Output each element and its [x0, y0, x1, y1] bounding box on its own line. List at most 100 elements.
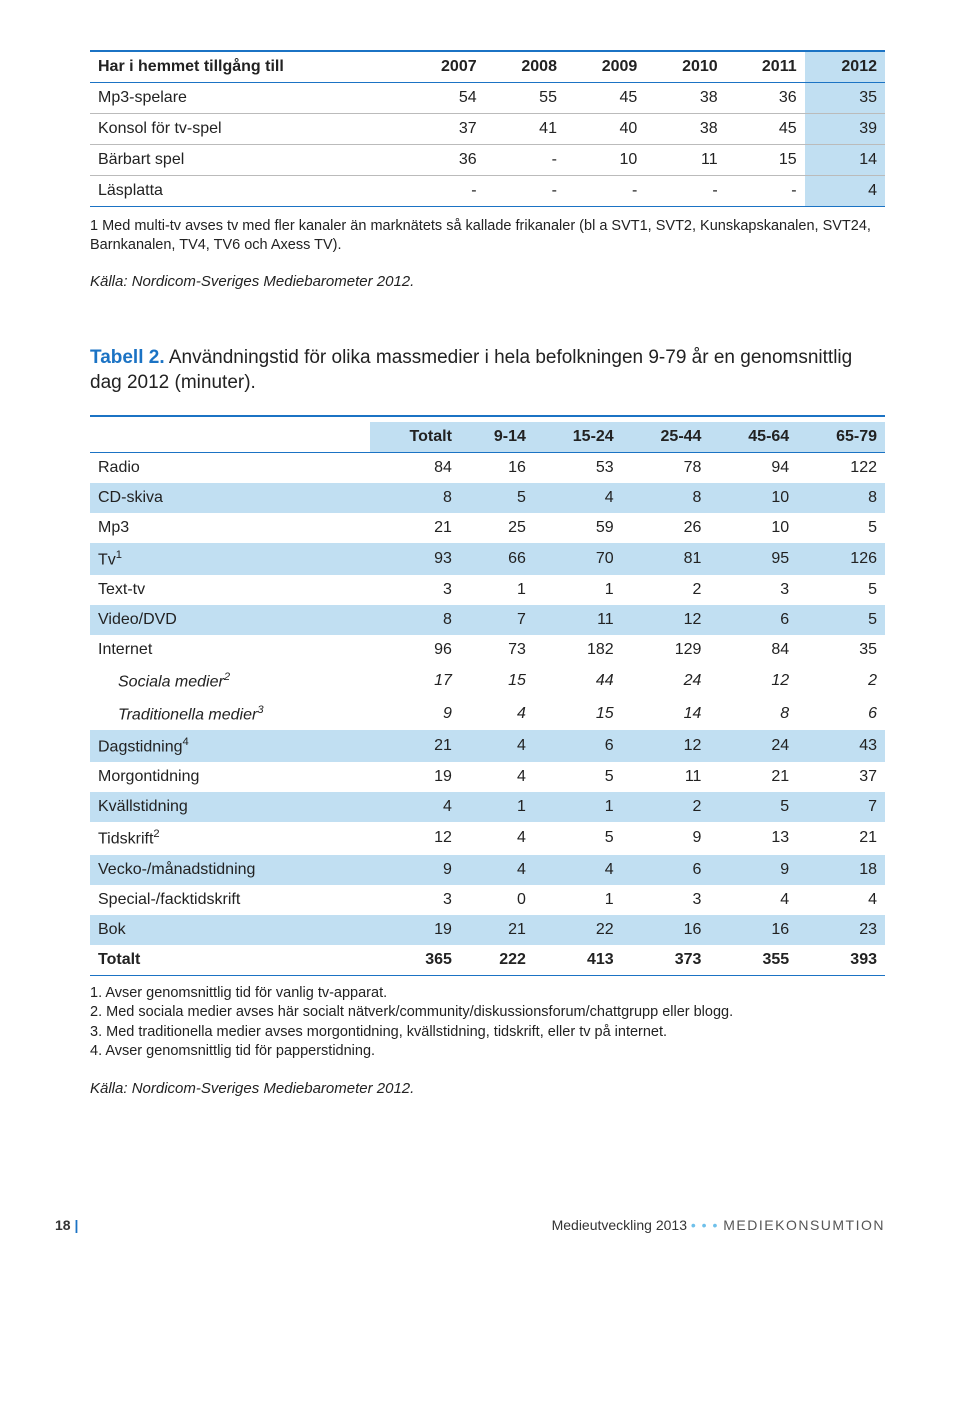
cell: 55	[485, 83, 565, 114]
table1-col-2008: 2008	[485, 51, 565, 83]
cell: 8	[370, 483, 460, 513]
cell: 3	[709, 575, 797, 605]
cell: 14	[805, 145, 885, 176]
cell: 21	[797, 822, 885, 854]
cell: -	[485, 176, 565, 207]
footnote-line: 2. Med sociala medier avses här socialt …	[90, 1003, 885, 1023]
footnote-line: 3. Med traditionella medier avses morgon…	[90, 1023, 885, 1043]
table-row: Video/DVD87111265	[90, 605, 885, 635]
table2-col-25-44: 25-44	[622, 422, 710, 453]
table1-col-2012: 2012	[805, 51, 885, 83]
cell: 26	[622, 513, 710, 543]
row-label: Video/DVD	[90, 605, 370, 635]
cell: 8	[370, 605, 460, 635]
cell: 14	[622, 698, 710, 730]
cell: 35	[797, 635, 885, 665]
cell: 93	[370, 543, 460, 575]
cell: 1	[534, 792, 622, 822]
cell: 54	[404, 83, 484, 114]
cell: 36	[404, 145, 484, 176]
table-row: Läsplatta-----4	[90, 176, 885, 207]
cell: 16	[709, 915, 797, 945]
cell: 3	[370, 575, 460, 605]
table2-col-65-79: 65-79	[797, 422, 885, 453]
cell: 11	[645, 145, 725, 176]
cell: 10	[565, 145, 645, 176]
cell: 6	[622, 855, 710, 885]
cell: 94	[709, 452, 797, 483]
cell: 40	[565, 114, 645, 145]
table2-source: Källa: Nordicom-Sveriges Mediebarometer …	[90, 1080, 885, 1097]
table2-col-totalt: Totalt	[370, 422, 460, 453]
cell: 21	[460, 915, 534, 945]
cell: 2	[622, 792, 710, 822]
row-label: Tidskrift2	[90, 822, 370, 854]
table1-footnote: 1 Med multi-tv avses tv med fler kanaler…	[90, 217, 885, 255]
cell: 1	[460, 792, 534, 822]
cell: 4	[460, 855, 534, 885]
table-row: Mp3-spelare545545383635	[90, 83, 885, 114]
cell: 12	[622, 605, 710, 635]
cell: 9	[370, 855, 460, 885]
cell: 4	[370, 792, 460, 822]
table2-header-row: Totalt 9-14 15-24 25-44 45-64 65-79	[90, 422, 885, 453]
cell: 365	[370, 945, 460, 976]
cell: -	[404, 176, 484, 207]
cell: 9	[709, 855, 797, 885]
row-label: Bärbart spel	[90, 145, 404, 176]
cell: 122	[797, 452, 885, 483]
table-row: Traditionella medier394151486	[90, 698, 885, 730]
cell: 7	[797, 792, 885, 822]
cell: 19	[370, 762, 460, 792]
cell: -	[485, 145, 565, 176]
footnote-line: 1. Avser genomsnittlig tid för vanlig tv…	[90, 984, 885, 1004]
cell: 8	[622, 483, 710, 513]
table-row: Internet96731821298435	[90, 635, 885, 665]
table1-col-2009: 2009	[565, 51, 645, 83]
cell: 73	[460, 635, 534, 665]
table-usage-time: Totalt 9-14 15-24 25-44 45-64 65-79 Radi…	[90, 415, 885, 976]
cell: 37	[404, 114, 484, 145]
table-row: Radio8416537894122	[90, 452, 885, 483]
footer-page-number: 18 |	[55, 1217, 78, 1233]
cell: -	[726, 176, 805, 207]
cell: 21	[370, 730, 460, 762]
cell: 44	[534, 665, 622, 697]
row-label: Konsol för tv-spel	[90, 114, 404, 145]
row-label: Mp3	[90, 513, 370, 543]
cell: 24	[622, 665, 710, 697]
row-label: Läsplatta	[90, 176, 404, 207]
row-label: Traditionella medier3	[90, 698, 370, 730]
cell: 24	[709, 730, 797, 762]
cell: 355	[709, 945, 797, 976]
cell: 4	[460, 822, 534, 854]
cell: 15	[534, 698, 622, 730]
cell: 0	[460, 885, 534, 915]
cell: 11	[622, 762, 710, 792]
cell: 45	[726, 114, 805, 145]
cell: 35	[805, 83, 885, 114]
row-label: Radio	[90, 452, 370, 483]
table2-title-prefix: Tabell 2.	[90, 347, 165, 368]
cell: 10	[709, 513, 797, 543]
table-row: Tv19366708195126	[90, 543, 885, 575]
row-label: Tv1	[90, 543, 370, 575]
row-label: Sociala medier2	[90, 665, 370, 697]
table-row-total: Totalt365222413373355393	[90, 945, 885, 976]
row-label: Kvällstidning	[90, 792, 370, 822]
cell: 15	[726, 145, 805, 176]
cell: 5	[797, 513, 885, 543]
cell: 8	[709, 698, 797, 730]
cell: 23	[797, 915, 885, 945]
cell: 5	[460, 483, 534, 513]
cell: 6	[534, 730, 622, 762]
cell: 21	[370, 513, 460, 543]
cell: 129	[622, 635, 710, 665]
table-row: Dagstidning42146122443	[90, 730, 885, 762]
cell: 12	[622, 730, 710, 762]
row-label: Morgontidning	[90, 762, 370, 792]
table1-header-label: Har i hemmet tillgång till	[90, 51, 404, 83]
row-label: Text-tv	[90, 575, 370, 605]
cell: 19	[370, 915, 460, 945]
table2-header-blank	[90, 422, 370, 453]
